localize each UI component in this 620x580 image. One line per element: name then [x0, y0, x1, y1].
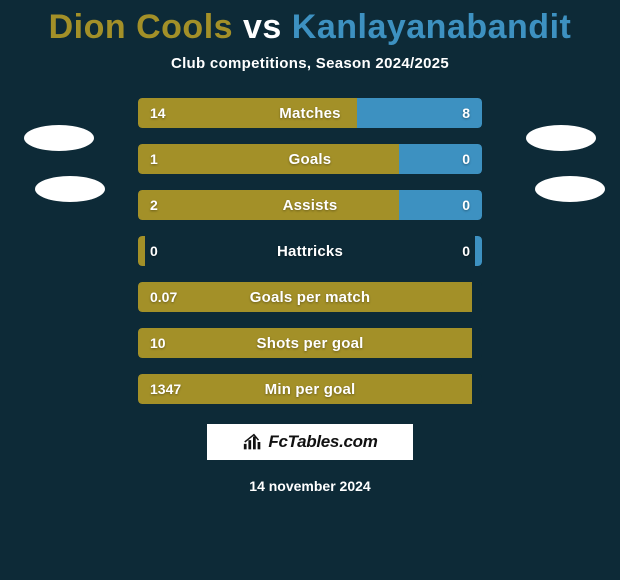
- subtitle: Club competitions, Season 2024/2025: [0, 55, 620, 72]
- player1-badge-2: [35, 176, 105, 202]
- stat-label: Assists: [138, 190, 482, 220]
- footer-date: 14 november 2024: [0, 478, 620, 494]
- stat-label: Goals: [138, 144, 482, 174]
- fctables-logo: FcTables.com: [205, 422, 415, 462]
- stat-row: 148Matches: [138, 98, 482, 128]
- player2-name: Kanlayanabandit: [292, 8, 572, 46]
- stat-row: 00Hattricks: [138, 236, 482, 266]
- stat-row: 10Goals: [138, 144, 482, 174]
- stat-row: 1347Min per goal: [138, 374, 482, 404]
- stat-row: 20Assists: [138, 190, 482, 220]
- logo-text: FcTables.com: [268, 432, 377, 452]
- stats-container: 148Matches 10Goals 20Assists 00Hattricks 0.0…: [138, 98, 482, 404]
- stat-label: Min per goal: [138, 374, 482, 404]
- stat-label: Goals per match: [138, 282, 482, 312]
- page-title: Dion Cools vs Kanlayanabandit: [0, 0, 620, 47]
- player1-name: Dion Cools: [49, 8, 233, 46]
- stat-label: Shots per goal: [138, 328, 482, 358]
- stat-label: Hattricks: [138, 236, 482, 266]
- stat-label: Matches: [138, 98, 482, 128]
- stat-row: 0.07Goals per match: [138, 282, 482, 312]
- player2-badge-1: [526, 125, 596, 151]
- stat-row: 10Shots per goal: [138, 328, 482, 358]
- chart-icon: [242, 431, 264, 453]
- player1-badge-1: [24, 125, 94, 151]
- vs-separator: vs: [233, 8, 292, 46]
- player2-badge-2: [535, 176, 605, 202]
